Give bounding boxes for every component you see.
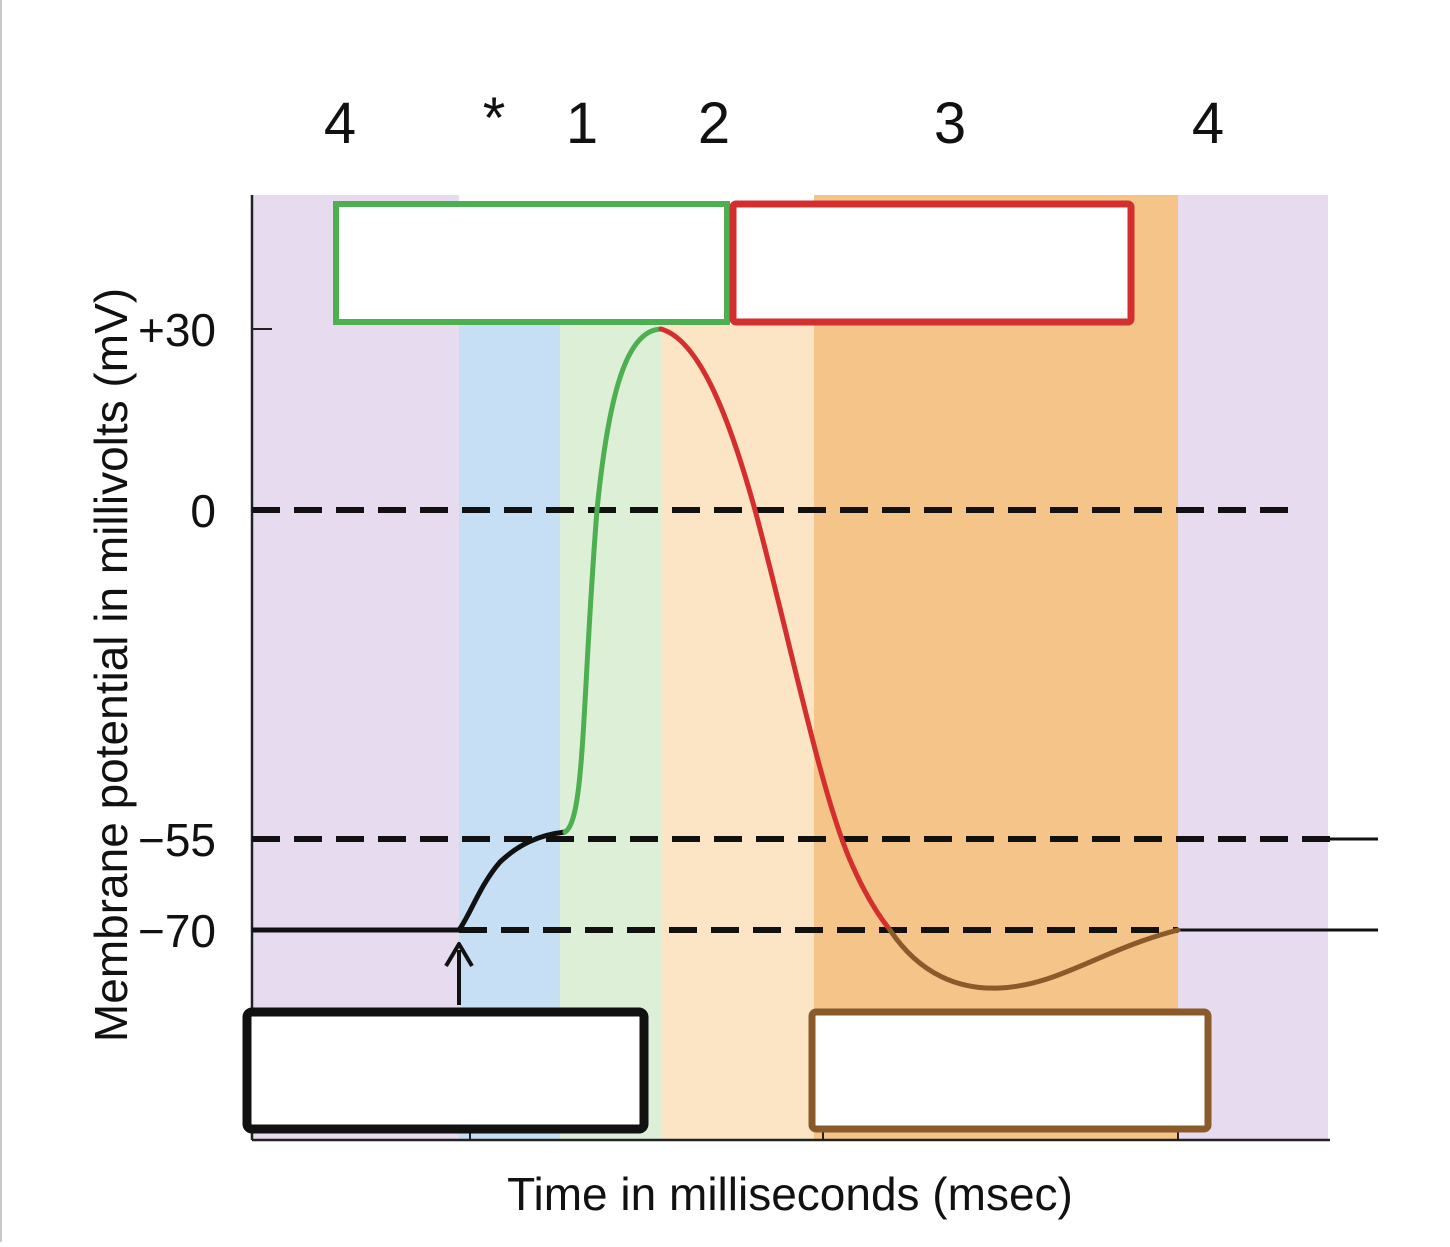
x-axis-title: Time in milliseconds (msec) <box>507 1168 1073 1220</box>
y-tick-label: −55 <box>138 814 216 866</box>
hyperpolarization-label-box[interactable] <box>808 1008 1212 1133</box>
phase-label: 2 <box>698 91 730 156</box>
phase-label: 3 <box>934 91 966 156</box>
stimulus-label-box[interactable] <box>242 1007 649 1134</box>
y-axis-title: Membrane potential in millivolts (mV) <box>85 288 137 1042</box>
curve-resting-to-threshold <box>456 829 568 933</box>
phase-band-3 <box>814 195 1178 1140</box>
y-tick-label: 0 <box>190 485 216 537</box>
y-tick-label: +30 <box>138 304 216 356</box>
phase-band-1 <box>560 325 661 1140</box>
left-border <box>0 0 2 1242</box>
curve-depolarization <box>562 326 664 835</box>
repolarization-label-box[interactable] <box>729 200 1135 326</box>
phase-label: 4 <box>1192 91 1224 156</box>
stimulus-arrow-icon <box>444 942 474 968</box>
phase-band-4-right <box>1178 195 1328 1140</box>
y-tick-label: −70 <box>138 905 216 957</box>
phase-label: 4 <box>324 91 356 156</box>
curve-repolarization <box>658 326 893 933</box>
phase-band-2 <box>661 325 814 1140</box>
curve-hyperpolarization <box>887 927 1181 991</box>
phase-label-threshold-asterisk: * <box>483 86 506 151</box>
phase-band-threshold <box>459 325 560 1140</box>
phase-band-4-left <box>252 195 459 1140</box>
phase-label: 1 <box>566 91 598 156</box>
depolarization-label-box[interactable] <box>333 201 730 325</box>
